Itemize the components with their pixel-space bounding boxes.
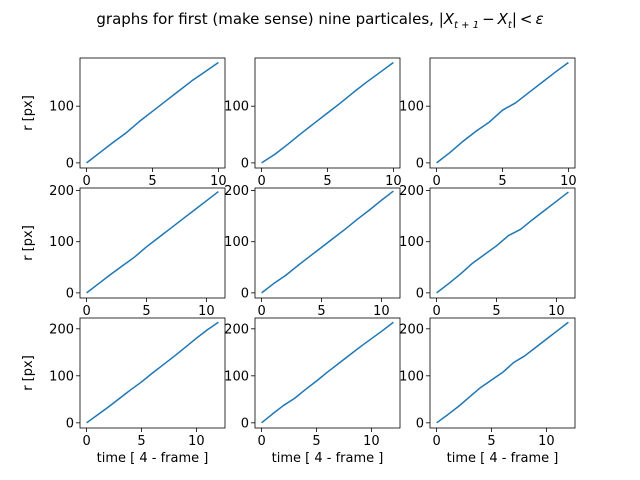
figure-title: graphs for first (make sense) nine parti… xyxy=(96,10,543,31)
x-tick-label: 10 xyxy=(560,174,577,189)
x-tick-label: 0 xyxy=(257,434,265,449)
x-tick-label: 5 xyxy=(317,304,325,319)
y-tick-label: 200 xyxy=(399,322,424,337)
x-tick-label: 0 xyxy=(257,174,265,189)
x-tick-label: 5 xyxy=(148,174,156,189)
y-tick-label: 100 xyxy=(224,100,249,115)
x-tick-label: 0 xyxy=(82,434,90,449)
x-tick-label: 10 xyxy=(210,174,227,189)
axes-frame xyxy=(429,317,576,429)
x-tick-label: 5 xyxy=(498,174,506,189)
x-tick-label: 10 xyxy=(363,434,380,449)
series-line xyxy=(261,321,394,424)
series-line xyxy=(86,321,219,424)
y-tick-label: 200 xyxy=(49,322,74,337)
y-tick-label: 0 xyxy=(241,286,249,301)
title-abs-close: | xyxy=(512,10,517,28)
series-line xyxy=(436,191,569,294)
x-axis-label: time [ 4 - frame ] xyxy=(447,451,559,466)
series-line xyxy=(436,321,569,424)
x-tick-label: 5 xyxy=(492,304,500,319)
axes-frame xyxy=(254,317,401,429)
x-axis-label: time [ 4 - frame ] xyxy=(97,451,209,466)
x-tick-label: 10 xyxy=(373,304,390,319)
series-line xyxy=(261,61,394,164)
title-minus: − xyxy=(482,10,495,28)
title-eps: ε xyxy=(535,10,543,28)
title-sub1: t + 1 xyxy=(454,20,479,31)
x-tick-label: 5 xyxy=(142,304,150,319)
y-axis-label: r [px] xyxy=(21,95,36,131)
axes-frame xyxy=(79,317,226,429)
y-tick-label: 100 xyxy=(399,235,424,250)
y-axis-label: r [px] xyxy=(21,225,36,261)
y-tick-label: 200 xyxy=(399,184,424,199)
y-tick-label: 0 xyxy=(241,156,249,171)
y-tick-label: 200 xyxy=(224,322,249,337)
y-tick-label: 100 xyxy=(224,235,249,250)
x-axis-label: time [ 4 - frame ] xyxy=(272,451,384,466)
series-line xyxy=(86,61,219,164)
y-tick-label: 100 xyxy=(49,100,74,115)
y-tick-label: 0 xyxy=(66,156,74,171)
series-line xyxy=(86,190,219,294)
y-tick-label: 100 xyxy=(399,369,424,384)
axes-frame xyxy=(429,187,576,299)
y-tick-label: 0 xyxy=(416,286,424,301)
y-tick-label: 100 xyxy=(49,369,74,384)
x-tick-label: 5 xyxy=(323,174,331,189)
title-sub2: t xyxy=(508,20,513,31)
y-tick-label: 100 xyxy=(399,100,424,115)
x-tick-label: 0 xyxy=(82,174,90,189)
y-tick-label: 0 xyxy=(66,416,74,431)
x-tick-label: 0 xyxy=(432,434,440,449)
axes-frame xyxy=(254,187,401,299)
x-tick-label: 10 xyxy=(538,434,555,449)
axes-frame xyxy=(79,187,226,299)
y-tick-label: 0 xyxy=(416,156,424,171)
y-tick-label: 200 xyxy=(224,184,249,199)
y-tick-label: 200 xyxy=(49,184,74,199)
y-tick-label: 100 xyxy=(224,369,249,384)
series-line xyxy=(436,61,569,164)
x-tick-label: 5 xyxy=(312,434,320,449)
y-axis-label: r [px] xyxy=(21,355,36,391)
x-tick-label: 0 xyxy=(257,304,265,319)
y-tick-label: 0 xyxy=(66,286,74,301)
series-line xyxy=(261,190,394,294)
x-tick-label: 10 xyxy=(548,304,565,319)
x-tick-label: 10 xyxy=(198,304,215,319)
y-tick-label: 0 xyxy=(416,416,424,431)
x-tick-label: 10 xyxy=(385,174,402,189)
x-tick-label: 5 xyxy=(487,434,495,449)
x-tick-label: 0 xyxy=(432,304,440,319)
x-tick-label: 0 xyxy=(432,174,440,189)
y-tick-label: 100 xyxy=(49,235,74,250)
x-tick-label: 0 xyxy=(82,304,90,319)
x-tick-label: 5 xyxy=(137,434,145,449)
title-x1: X xyxy=(443,10,455,28)
title-lt: < xyxy=(520,10,533,28)
title-prefix: graphs for first (make sense) nine parti… xyxy=(96,10,438,28)
title-abs-open: | xyxy=(439,10,444,28)
title-x2: X xyxy=(497,10,509,28)
y-tick-label: 0 xyxy=(241,416,249,431)
x-tick-label: 10 xyxy=(188,434,205,449)
